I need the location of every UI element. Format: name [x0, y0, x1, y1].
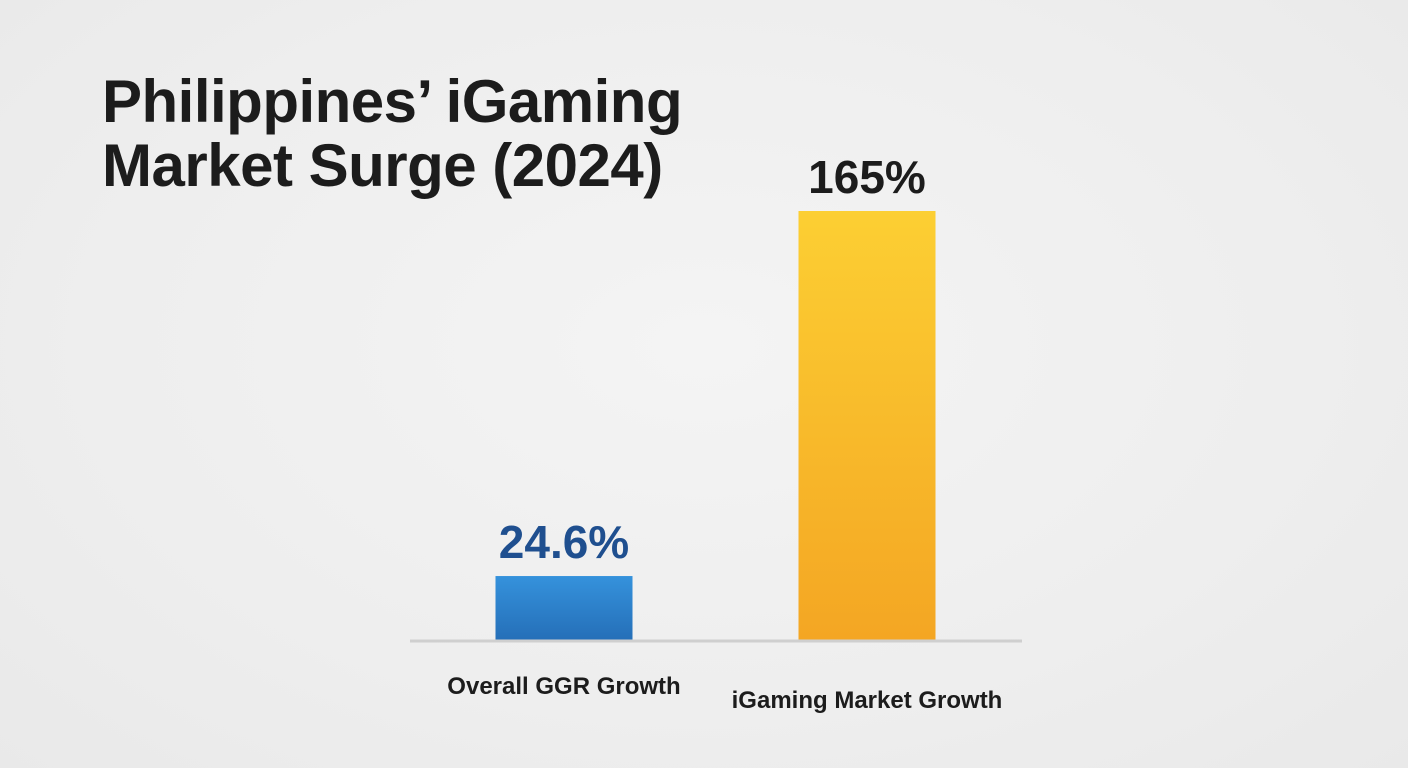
chart-title-line-1: Philippines’ iGaming [102, 68, 683, 135]
bar-0 [495, 576, 633, 640]
chart-title: Philippines’ iGaming Market Surge (2024) [102, 70, 802, 198]
bar-value-label-1: 165% [808, 151, 926, 203]
bar-1 [798, 211, 936, 640]
category-label-1: iGaming Market Growth [732, 687, 1003, 714]
chart-title-line-2: Market Surge (2024) [102, 132, 663, 199]
bars-layer [495, 211, 936, 640]
bar-value-label-0: 24.6% [499, 516, 629, 568]
category-label-0: Overall GGR Growth [447, 673, 680, 700]
labels-layer: 24.6% Overall GGR Growth 165% iGaming Marke… [447, 151, 1002, 714]
